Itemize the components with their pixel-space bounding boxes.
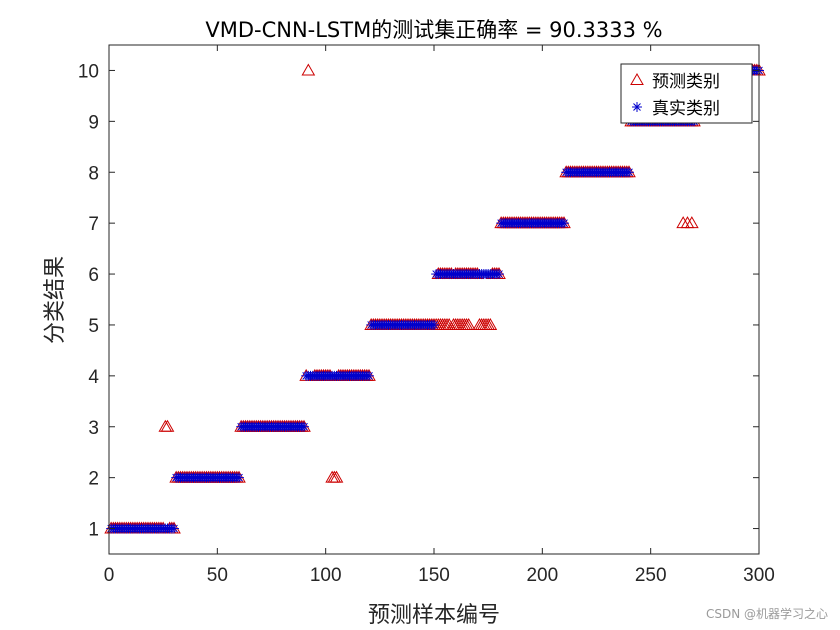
legend-symbol-actual bbox=[632, 102, 642, 112]
x-tick-label: 50 bbox=[207, 565, 228, 586]
y-tick-label: 7 bbox=[88, 214, 99, 235]
data-point bbox=[299, 421, 309, 432]
y-tick-label: 4 bbox=[88, 367, 99, 388]
y-tick-label: 6 bbox=[88, 265, 99, 286]
legend-symbol-predicted bbox=[630, 72, 644, 85]
plot-area bbox=[109, 45, 759, 554]
y-tick-label: 5 bbox=[88, 316, 99, 337]
data-point bbox=[461, 317, 476, 330]
data-point bbox=[483, 317, 498, 330]
x-tick-label: 0 bbox=[104, 565, 115, 586]
y-tick-label: 3 bbox=[88, 418, 99, 439]
y-tick-label: 10 bbox=[78, 61, 99, 82]
legend-label-actual: 真实类别 bbox=[652, 99, 720, 119]
data-point bbox=[494, 269, 504, 280]
data-point bbox=[301, 63, 316, 76]
x-tick-label: 150 bbox=[418, 565, 450, 586]
x-tick-label: 300 bbox=[743, 565, 775, 586]
data-point bbox=[364, 370, 374, 381]
x-tick-label: 100 bbox=[310, 565, 342, 586]
data-point bbox=[329, 470, 344, 483]
y-tick-label: 2 bbox=[88, 469, 99, 490]
legend-asterisk-icon bbox=[632, 102, 642, 112]
x-tick-label: 200 bbox=[526, 565, 558, 586]
y-tick-label: 1 bbox=[88, 520, 99, 541]
legend: 预测类别 真实类别 bbox=[620, 63, 753, 124]
data-point bbox=[559, 218, 569, 229]
data-point bbox=[160, 419, 175, 432]
data-point bbox=[429, 319, 439, 330]
legend-label-predicted: 预测类别 bbox=[652, 72, 720, 92]
data-point bbox=[169, 523, 179, 534]
y-axis-label: 分类结果 bbox=[43, 256, 68, 344]
data-point bbox=[684, 216, 699, 229]
y-tick-label: 8 bbox=[88, 163, 99, 184]
x-axis-label: 预测样本编号 bbox=[368, 603, 500, 628]
data-point bbox=[624, 167, 634, 178]
chart-title: VMD-CNN-LSTM的测试集正确率 = 90.3333 % bbox=[205, 18, 662, 42]
x-tick-label: 250 bbox=[635, 565, 667, 586]
legend-box bbox=[620, 63, 753, 124]
legend-triangle-icon bbox=[630, 72, 644, 85]
watermark: CSDN @机器学习之心 bbox=[705, 607, 828, 621]
y-tick-label: 9 bbox=[88, 112, 99, 133]
data-point bbox=[234, 472, 244, 483]
tick-labels: 0 50 100 150 200 250 300 1 2 3 4 5 6 7 8 9 10 bbox=[78, 45, 775, 586]
